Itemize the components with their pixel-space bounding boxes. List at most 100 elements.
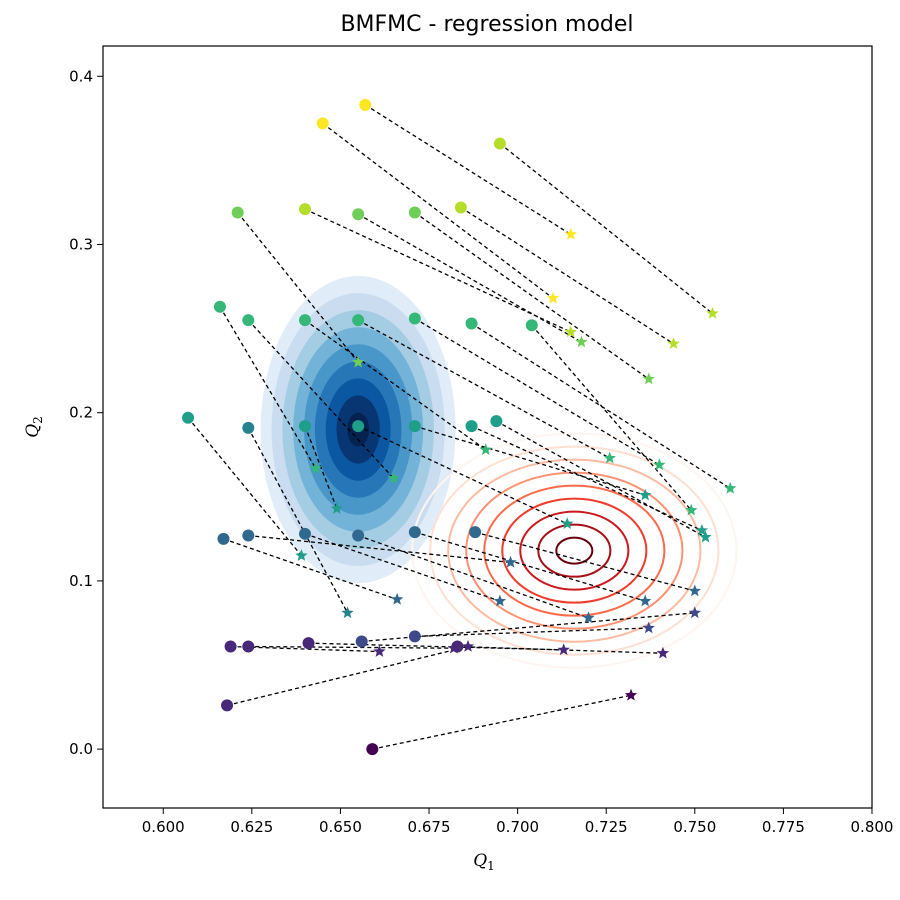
connection-line (357, 213, 582, 343)
connection-line (247, 319, 395, 479)
y-tick-label: 0.1 (69, 572, 93, 590)
red-density-level (501, 497, 648, 604)
red-density-level (411, 432, 738, 669)
connection-line (304, 425, 338, 509)
low-fidelity-point (408, 312, 421, 325)
connection-line (531, 324, 692, 511)
high-fidelity-star (309, 461, 322, 474)
low-fidelity-point (352, 208, 365, 221)
x-tick-label: 0.700 (496, 818, 539, 836)
high-fidelity-star (667, 337, 680, 349)
chart-title: BMFMC - regression model (340, 12, 633, 37)
high-fidelity-star (373, 645, 386, 657)
low-fidelity-point (217, 532, 230, 545)
low-fidelity-point (490, 415, 503, 428)
x-tick-label: 0.750 (673, 818, 716, 836)
high-fidelity-star (564, 325, 577, 338)
y-axis-label-main: Q (23, 424, 43, 438)
x-tick-label: 0.650 (319, 818, 362, 836)
x-tick-label: 0.600 (142, 818, 185, 836)
red-density-level (519, 510, 630, 591)
connection-line (322, 122, 554, 299)
x-axis-label: Q1 (473, 851, 495, 873)
y-tick-label: 0.4 (69, 67, 93, 85)
high-fidelity-star (557, 643, 570, 656)
low-fidelity-point (242, 640, 255, 653)
low-fidelity-point (298, 203, 311, 216)
high-fidelity-star (351, 355, 365, 368)
low-fidelity-point (352, 420, 365, 433)
low-fidelity-point (408, 526, 421, 539)
connection-line (364, 104, 572, 235)
low-fidelity-point (366, 743, 379, 756)
high-fidelity-star (575, 335, 588, 348)
low-fidelity-point (352, 314, 365, 327)
plot-area (182, 98, 738, 756)
connection-line (226, 645, 469, 707)
x-tick-label: 0.725 (585, 818, 628, 836)
connection-line (471, 323, 731, 489)
low-fidelity-point (231, 206, 244, 219)
low-fidelity-point (454, 201, 467, 214)
high-fidelity-star (341, 606, 354, 619)
connection-line (230, 645, 380, 653)
y-tick-label: 0.0 (69, 740, 93, 758)
connection-line (496, 420, 706, 538)
x-tick-label: 0.775 (762, 818, 805, 836)
y-axis-ticks: 0.0 0.1 0.2 0.3 0.4 (69, 67, 103, 758)
high-fidelity-points (295, 227, 737, 701)
connection-line (357, 534, 589, 619)
connection-line (372, 694, 632, 750)
connection-line (357, 319, 611, 459)
low-fidelity-point (242, 314, 255, 327)
x-axis-label-sub: 1 (487, 859, 495, 873)
high-fidelity-star (447, 641, 461, 654)
red-density-level (429, 445, 720, 656)
high-fidelity-star (642, 621, 655, 634)
connection-line (223, 538, 398, 601)
connection-line (414, 212, 650, 380)
high-fidelity-star (546, 291, 560, 304)
high-fidelity-star (479, 443, 492, 455)
low-fidelity-points (182, 98, 538, 756)
low-fidelity-point (298, 314, 311, 327)
low-fidelity-point (465, 317, 478, 330)
connection-line (414, 627, 649, 638)
high-fidelity-star (656, 646, 670, 659)
low-fidelity-point (352, 529, 365, 542)
high-fidelity-star (653, 458, 666, 471)
low-fidelity-point (302, 637, 315, 650)
connection-line (248, 534, 511, 564)
low-fidelity-point (182, 411, 195, 424)
high-fidelity-star (295, 549, 308, 561)
connection-line (414, 531, 646, 602)
high-fidelity-star (685, 503, 698, 516)
low-fidelity-point (221, 699, 234, 712)
high-fidelity-star (461, 640, 475, 652)
low-fidelity-point (355, 635, 368, 648)
connection-line (248, 645, 454, 649)
connection-line (187, 417, 302, 557)
connection-line (357, 425, 568, 525)
red-density-level (555, 536, 594, 565)
connection-line (304, 533, 501, 602)
connection-line (471, 425, 703, 532)
high-fidelity-star (561, 517, 574, 529)
connection-line (474, 531, 695, 592)
high-fidelity-star (724, 481, 737, 494)
connection-line (414, 317, 660, 466)
high-fidelity-star (695, 523, 709, 536)
high-fidelity-star (330, 502, 344, 514)
high-fidelity-star (688, 584, 701, 597)
y-axis-label-sub: 2 (31, 416, 45, 424)
low-fidelity-point (525, 319, 538, 332)
high-fidelity-star (639, 594, 652, 607)
y-tick-label: 0.2 (69, 404, 93, 422)
low-fidelity-point (316, 117, 329, 130)
y-tick-label: 0.3 (69, 235, 93, 253)
connection-line (457, 645, 663, 654)
low-fidelity-point (224, 640, 237, 653)
plot-frame (102, 45, 873, 809)
low-fidelity-point (408, 420, 421, 433)
